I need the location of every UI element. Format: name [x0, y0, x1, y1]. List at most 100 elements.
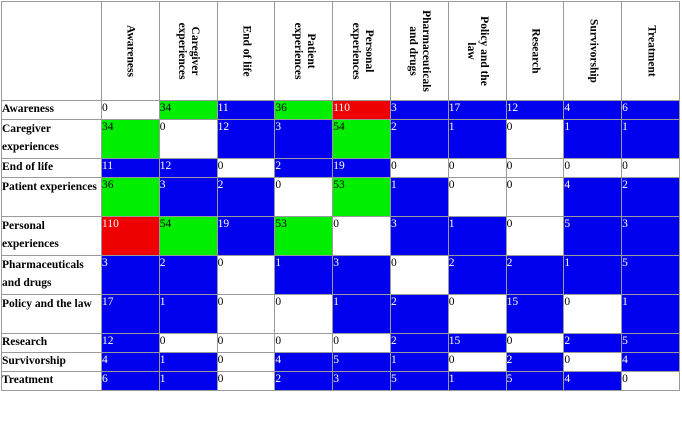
heatmap-cell: 0	[216, 333, 276, 353]
heatmap-cell: 0	[621, 371, 680, 391]
column-header-patient-experiences: Patient experiences	[274, 1, 334, 101]
heatmap-cell: 0	[389, 255, 449, 295]
heatmap-cell: 34	[101, 119, 160, 159]
column-header-label: Policy and the law	[465, 16, 491, 86]
heatmap-cell: 3	[332, 371, 391, 391]
heatmap-cell: 1	[447, 371, 507, 391]
heatmap-cell: 4	[563, 177, 623, 217]
heatmap-cell: 17	[101, 294, 160, 334]
heatmap-cell: 17	[447, 100, 507, 120]
heatmap-cell: 0	[216, 255, 276, 295]
heatmap-cell: 2	[216, 177, 276, 217]
heatmap-cell: 2	[505, 255, 565, 295]
heatmap-cell: 6	[621, 100, 680, 120]
heatmap-cell: 0	[447, 158, 507, 178]
heatmap-cell: 36	[274, 100, 334, 120]
table-row: Pharmaceuticals and drugs 3 2 0 1 3 0 2 2 1 5	[1, 255, 680, 295]
heatmap-cell: 0	[621, 158, 680, 178]
table-row: Awareness 0 34 11 36 110 3 17 12 4 6	[1, 100, 680, 120]
row-header-patient-experiences: Patient experiences	[1, 177, 102, 217]
heatmap-cell: 1	[563, 255, 623, 295]
heatmap-cell: 36	[101, 177, 160, 217]
column-header-awareness: Awareness	[101, 1, 160, 101]
column-header-caregiver-experiences: Caregiver experiences	[158, 1, 218, 101]
column-header-label: Awareness	[124, 25, 137, 77]
heatmap-cell: 2	[389, 294, 449, 334]
heatmap-cell: 2	[505, 352, 565, 372]
heatmap-cell: 34	[158, 100, 218, 120]
heatmap-cell: 0	[447, 352, 507, 372]
row-header-treatment: Treatment	[1, 371, 102, 391]
heatmap-cell: 53	[274, 216, 334, 256]
heatmap-cell: 1	[621, 294, 680, 334]
heatmap-cell: 54	[158, 216, 218, 256]
heatmap-cell: 5	[621, 333, 680, 353]
column-header-label: End of life	[240, 25, 253, 77]
heatmap-cell: 54	[332, 119, 391, 159]
heatmap-cell: 0	[563, 158, 623, 178]
heatmap-cell: 3	[332, 255, 391, 295]
heatmap-cell: 0	[505, 158, 565, 178]
column-header-label: Caregiver experiences	[176, 22, 202, 80]
row-header-research: Research	[1, 333, 102, 353]
heatmap-cell: 53	[332, 177, 391, 217]
heatmap-cell: 2	[274, 158, 334, 178]
column-header-label: Survivorship	[587, 19, 600, 83]
heatmap-cell: 0	[505, 216, 565, 256]
table-row: Patient experiences 36 3 2 0 53 1 0 0 4 2	[1, 177, 680, 217]
heatmap-cell: 12	[216, 119, 276, 159]
heatmap-cell: 0	[563, 294, 623, 334]
heatmap-cell: 0	[447, 294, 507, 334]
heatmap-cell: 2	[274, 371, 334, 391]
heatmap-cell: 0	[447, 177, 507, 217]
heatmap-cell: 4	[101, 352, 160, 372]
table-body: Awareness 0 34 11 36 110 3 17 12 4 6 Caregiver expe…	[1, 100, 680, 391]
heatmap-cell: 5	[332, 352, 391, 372]
heatmap-cell: 0	[216, 371, 276, 391]
heatmap-cell: 5	[621, 255, 680, 295]
column-header-pharmaceuticals-and-drugs: Pharmaceuticals and drugs	[389, 1, 449, 101]
column-header-label: Research	[529, 28, 542, 74]
corner-cell	[1, 1, 102, 101]
column-header-personal-experiences: Personal experiences	[332, 1, 391, 101]
column-header-treatment: Treatment	[621, 1, 680, 101]
column-header-row: Awareness Caregiver experiences End of lif…	[1, 1, 680, 101]
heatmap-cell: 5	[505, 371, 565, 391]
heatmap-cell: 1	[621, 119, 680, 159]
heatmap-cell: 15	[447, 333, 507, 353]
row-header-end-of-life: End of life	[1, 158, 102, 178]
heatmap-cell: 3	[158, 177, 218, 217]
heatmap-cell: 3	[389, 216, 449, 256]
heatmap-cell: 0	[216, 294, 276, 334]
table-row: Survivorship 4 1 0 4 5 1 0 2 0 4	[1, 352, 680, 372]
heatmap-cell: 0	[158, 333, 218, 353]
heatmap-cell: 1	[389, 177, 449, 217]
heatmap-cell: 0	[216, 158, 276, 178]
column-header-label: Pharmaceuticals and drugs	[407, 10, 433, 92]
heatmap-cell: 5	[563, 216, 623, 256]
column-header-survivorship: Survivorship	[563, 1, 623, 101]
heatmap-cell: 0	[216, 352, 276, 372]
heatmap-cell: 110	[101, 216, 160, 256]
table-row: Caregiver experiences 34 0 12 3 54 2 1 0 1 1	[1, 119, 680, 159]
heatmap-cell: 0	[505, 333, 565, 353]
heatmap-cell: 1	[563, 119, 623, 159]
column-header-research: Research	[505, 1, 565, 101]
heatmap-cell: 2	[447, 255, 507, 295]
heatmap-cell: 11	[101, 158, 160, 178]
heatmap-cell: 0	[274, 294, 334, 334]
heatmap-cell: 0	[274, 333, 334, 353]
heatmap-cell: 3	[274, 119, 334, 159]
column-header-label: Treatment	[645, 25, 658, 77]
heatmap-cell: 0	[158, 119, 218, 159]
heatmap-cell: 12	[505, 100, 565, 120]
column-header-policy-and-the-law: Policy and the law	[447, 1, 507, 101]
row-header-pharmaceuticals-and-drugs: Pharmaceuticals and drugs	[1, 255, 102, 295]
column-header-end-of-life: End of life	[216, 1, 276, 101]
heatmap-cell: 1	[158, 294, 218, 334]
row-header-personal-experiences: Personal experiences	[1, 216, 102, 256]
heatmap-cell: 2	[563, 333, 623, 353]
column-header-label: Patient experiences	[291, 22, 317, 80]
heatmap-cell: 6	[101, 371, 160, 391]
column-header-label: Personal experiences	[349, 22, 375, 80]
